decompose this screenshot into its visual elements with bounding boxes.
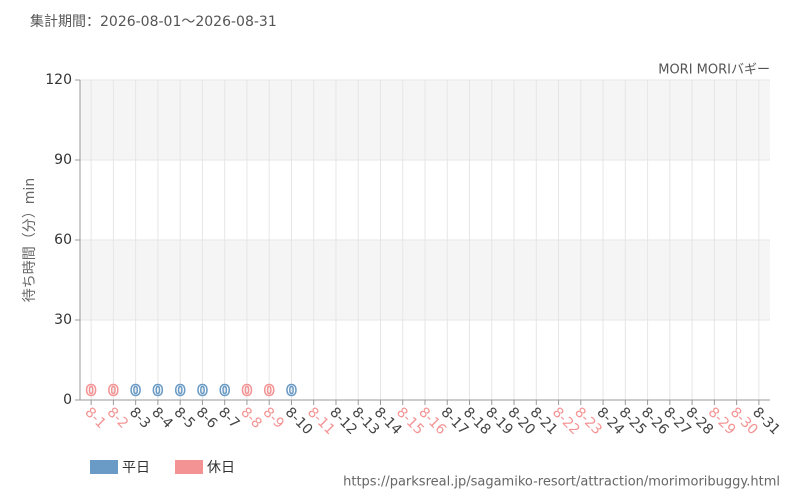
source-url: https://parksreal.jp/sagamiko-resort/att…: [343, 475, 780, 490]
y-tick-label: 30: [54, 312, 72, 328]
x-tick-label: 8-3: [126, 404, 153, 431]
x-tick-label: 8-8: [237, 404, 264, 431]
x-tick-label: 8-7: [215, 404, 242, 431]
y-tick-label: 0: [63, 392, 72, 408]
data-label: 0: [108, 382, 118, 400]
x-tick-label: 8-2: [104, 404, 131, 431]
data-label: 0: [286, 382, 296, 400]
y-tick-label: 60: [54, 232, 72, 248]
data-label: 0: [153, 382, 163, 400]
x-tick-label: 8-5: [171, 404, 198, 431]
data-label: 0: [264, 382, 274, 400]
x-tick-label: 8-9: [260, 404, 287, 431]
data-label: 0: [86, 382, 96, 400]
legend-label: 休日: [207, 460, 235, 476]
x-tick-label: 8-1: [81, 404, 108, 431]
legend-swatch: [175, 460, 203, 474]
y-tick-label: 120: [45, 72, 72, 88]
x-tick-label: 8-6: [193, 404, 221, 432]
legend-label: 平日: [122, 460, 150, 476]
y-axis-label: 待ち時間（分）min: [22, 178, 38, 302]
data-label: 0: [197, 382, 207, 400]
data-label: 0: [242, 382, 252, 400]
x-tick-label: 8-4: [148, 404, 176, 432]
data-label: 0: [219, 382, 229, 400]
legend-swatch: [90, 460, 118, 474]
series-title: MORI MORIバギー: [658, 63, 770, 78]
data-label: 0: [175, 382, 185, 400]
chart-title: 集計期間：2026-08-01～2026-08-31: [30, 13, 277, 30]
data-label: 0: [130, 382, 140, 400]
y-tick-label: 90: [54, 152, 72, 168]
